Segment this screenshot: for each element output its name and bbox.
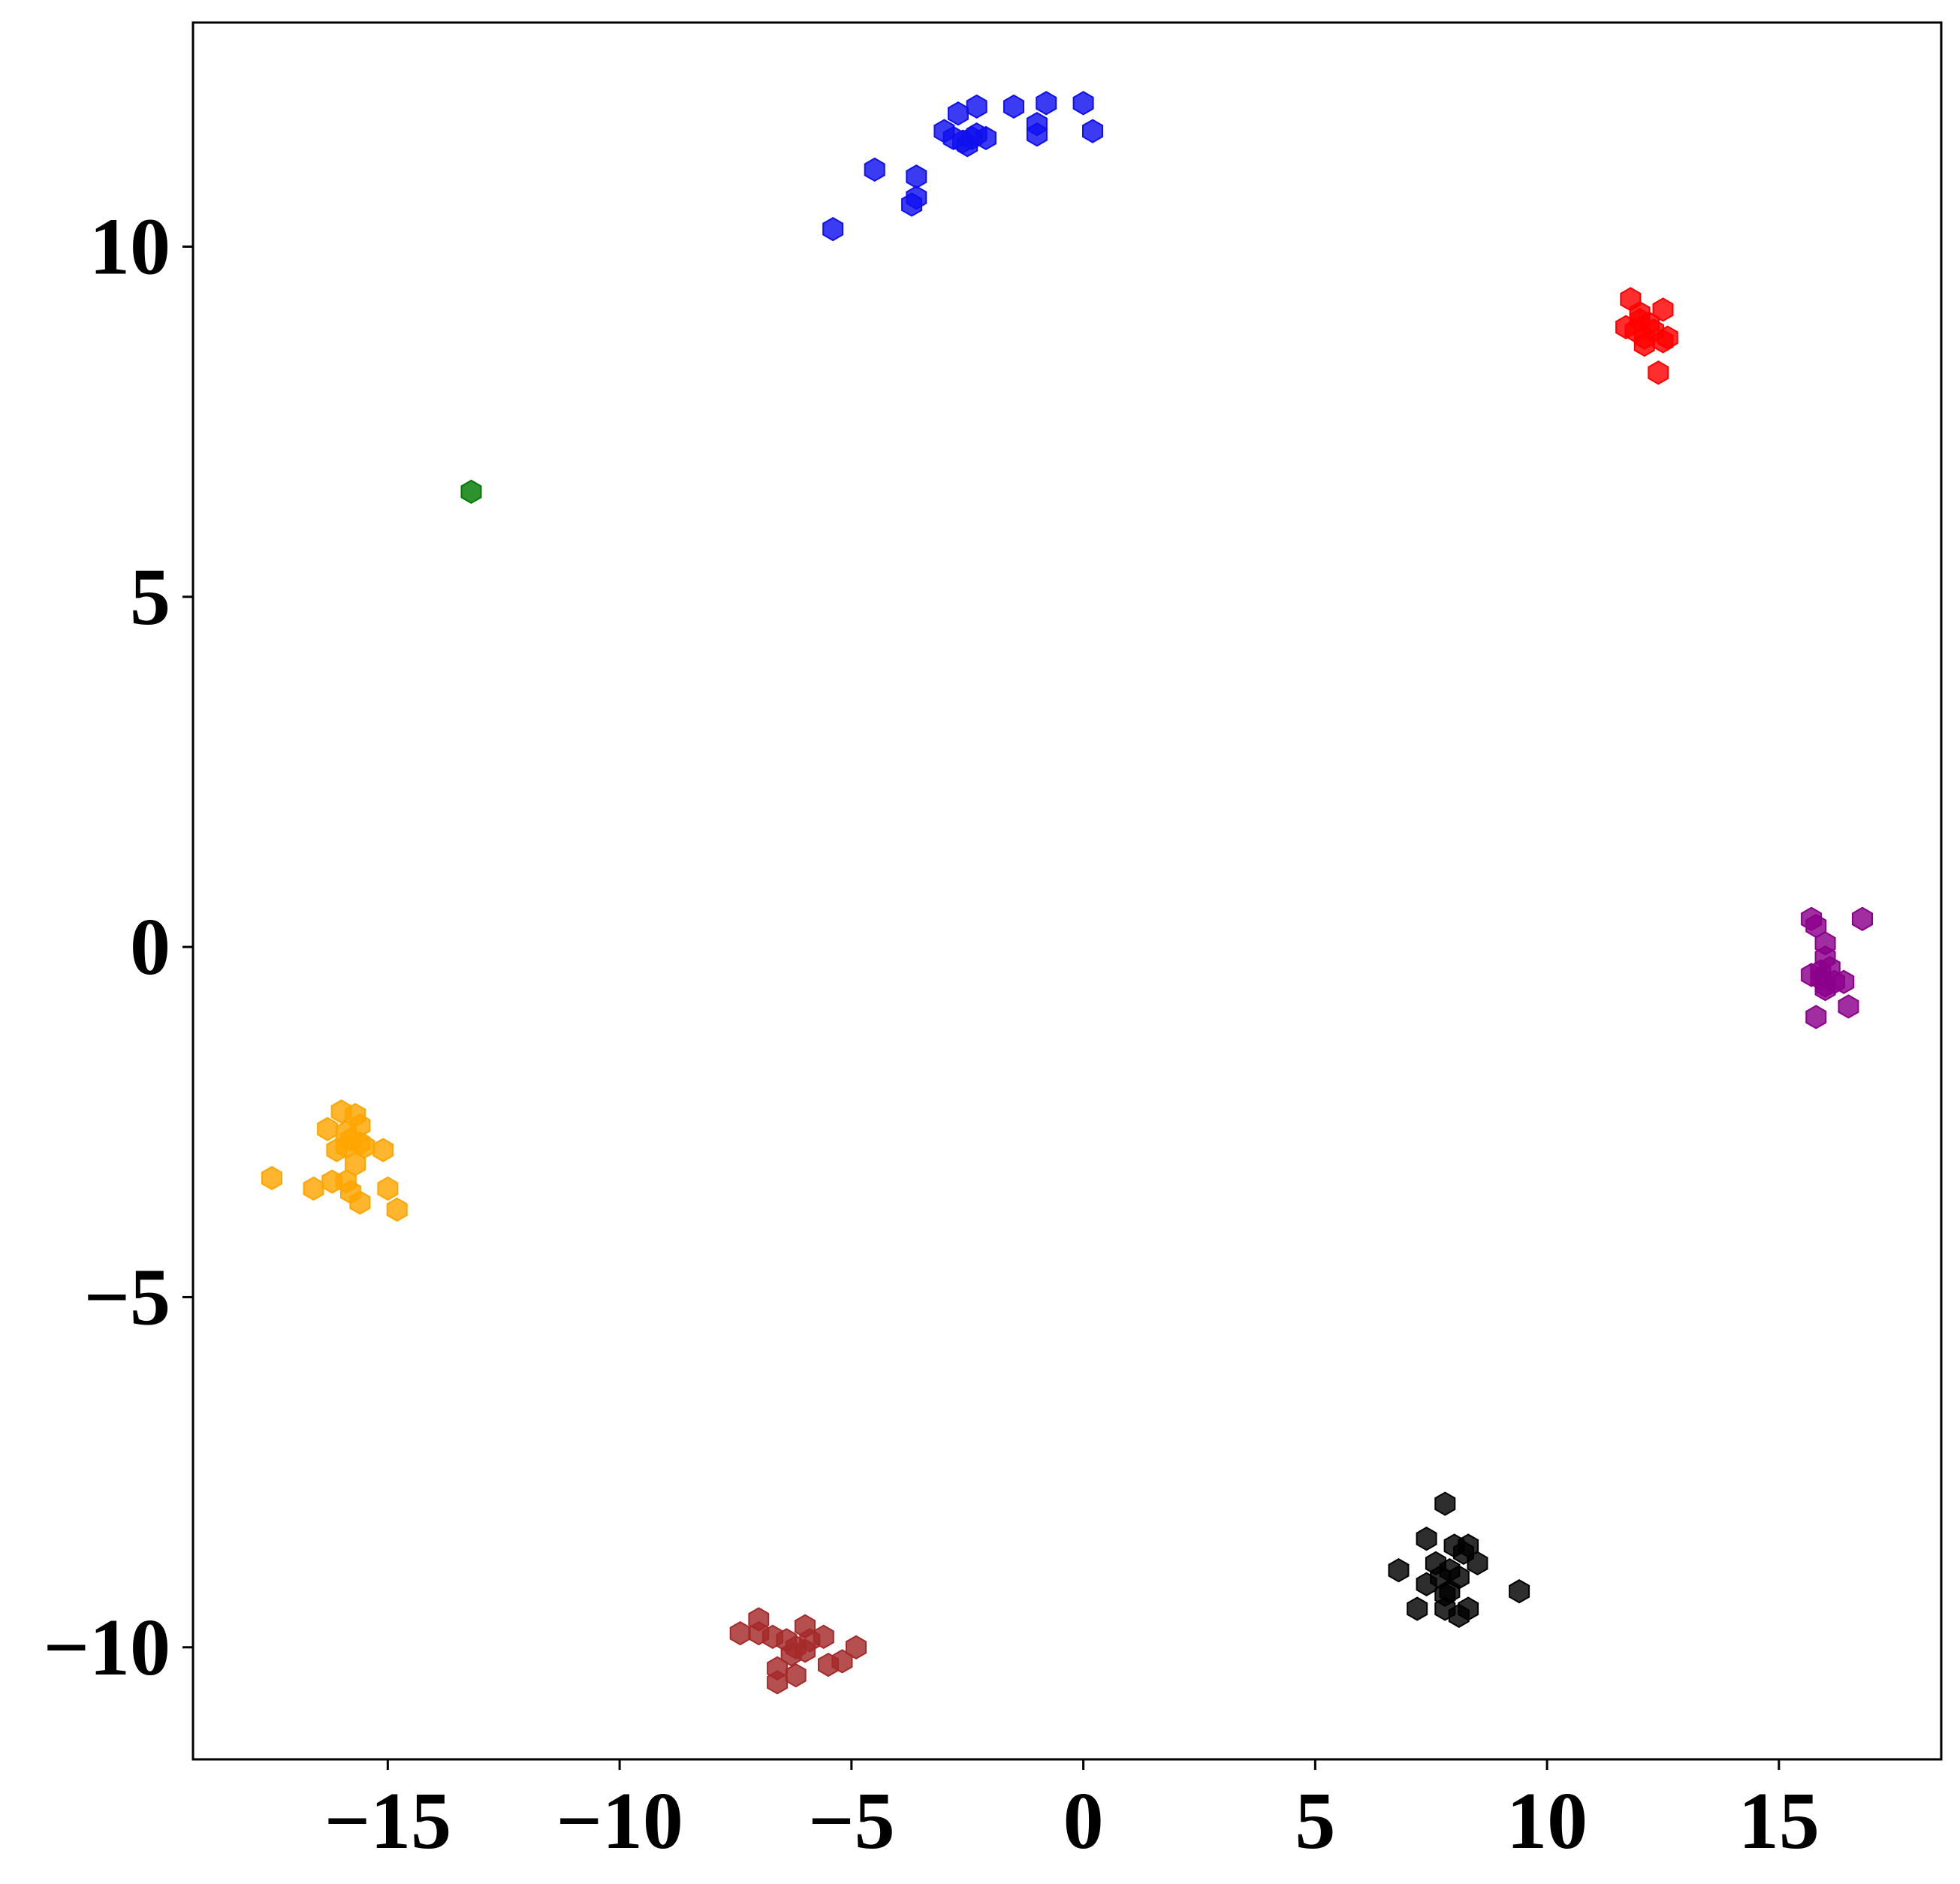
data-point-4-16 xyxy=(303,1176,324,1201)
data-point-0-17 xyxy=(1036,91,1057,116)
data-point-1-11 xyxy=(1652,297,1674,322)
y-tick-label: 0 xyxy=(130,903,170,992)
data-point-4-15 xyxy=(261,1165,282,1191)
data-point-0-12 xyxy=(966,94,988,119)
x-tick-label: 15 xyxy=(1738,1777,1820,1866)
data-point-1-10 xyxy=(1657,325,1678,350)
data-point-5-11 xyxy=(846,1635,867,1659)
data-point-5-1 xyxy=(729,1620,751,1646)
data-point-5-13 xyxy=(818,1652,839,1678)
data-point-6-0 xyxy=(1434,1491,1456,1516)
data-point-3-2 xyxy=(1852,906,1873,931)
x-tick-label: −10 xyxy=(556,1777,683,1866)
data-point-5-16 xyxy=(767,1670,788,1695)
series-2 xyxy=(460,479,482,505)
x-tick-label: 0 xyxy=(1063,1777,1104,1866)
data-point-4-18 xyxy=(349,1190,371,1215)
series-0 xyxy=(822,91,1103,242)
data-point-0-4 xyxy=(906,164,927,189)
data-point-0-8 xyxy=(947,101,969,126)
data-points xyxy=(261,91,1873,1695)
data-point-1-8 xyxy=(1633,332,1655,357)
data-point-0-18 xyxy=(1072,91,1094,116)
data-point-6-6 xyxy=(1467,1551,1488,1576)
data-point-0-13 xyxy=(975,125,997,151)
series-4 xyxy=(261,1099,408,1222)
data-point-0-0 xyxy=(822,216,844,242)
data-point-2-0 xyxy=(460,479,482,505)
y-tick-label: 10 xyxy=(89,202,170,291)
data-point-0-16 xyxy=(1026,112,1048,137)
data-point-6-15 xyxy=(1407,1596,1428,1621)
data-point-4-19 xyxy=(386,1197,408,1222)
series-3 xyxy=(1801,906,1873,1029)
x-tick-label: 5 xyxy=(1295,1777,1335,1866)
data-point-6-1 xyxy=(1416,1527,1437,1551)
data-point-5-10 xyxy=(780,1641,802,1667)
y-axis: −10 −5 0 5 10 xyxy=(43,202,193,1693)
data-point-3-12 xyxy=(1833,969,1855,994)
x-tick-label: −15 xyxy=(324,1777,452,1866)
data-point-4-17 xyxy=(377,1176,399,1201)
series-1 xyxy=(1615,287,1678,385)
data-point-5-7 xyxy=(813,1624,834,1649)
data-point-4-8 xyxy=(326,1138,348,1162)
plot-frame xyxy=(191,21,1943,1761)
y-tick-label: −5 xyxy=(83,1252,170,1342)
data-point-4-2 xyxy=(317,1117,339,1141)
data-point-3-13 xyxy=(1838,994,1859,1019)
data-point-0-19 xyxy=(1082,119,1103,143)
series-5 xyxy=(729,1607,867,1695)
y-tick-label: 5 xyxy=(130,553,170,642)
data-point-6-11 xyxy=(1416,1572,1437,1596)
data-point-3-14 xyxy=(1805,1005,1827,1029)
x-tick-label: −5 xyxy=(808,1777,895,1866)
data-point-1-12 xyxy=(1648,360,1669,385)
data-point-3-11 xyxy=(1814,976,1836,1002)
data-point-4-10 xyxy=(372,1138,394,1162)
series-6 xyxy=(1388,1491,1530,1628)
data-point-5-15 xyxy=(785,1662,807,1688)
x-axis: −15 −10 −5 0 5 10 15 xyxy=(324,1759,1820,1866)
data-point-6-18 xyxy=(1448,1603,1470,1628)
plot-area xyxy=(193,23,1941,1759)
data-point-6-14 xyxy=(1509,1579,1530,1604)
x-tick-label: 10 xyxy=(1506,1777,1588,1866)
y-tick-label: −10 xyxy=(43,1603,170,1693)
data-point-0-1 xyxy=(864,157,885,182)
data-point-6-7 xyxy=(1388,1558,1410,1583)
data-point-0-3 xyxy=(906,185,927,210)
data-point-0-14 xyxy=(1003,94,1024,119)
